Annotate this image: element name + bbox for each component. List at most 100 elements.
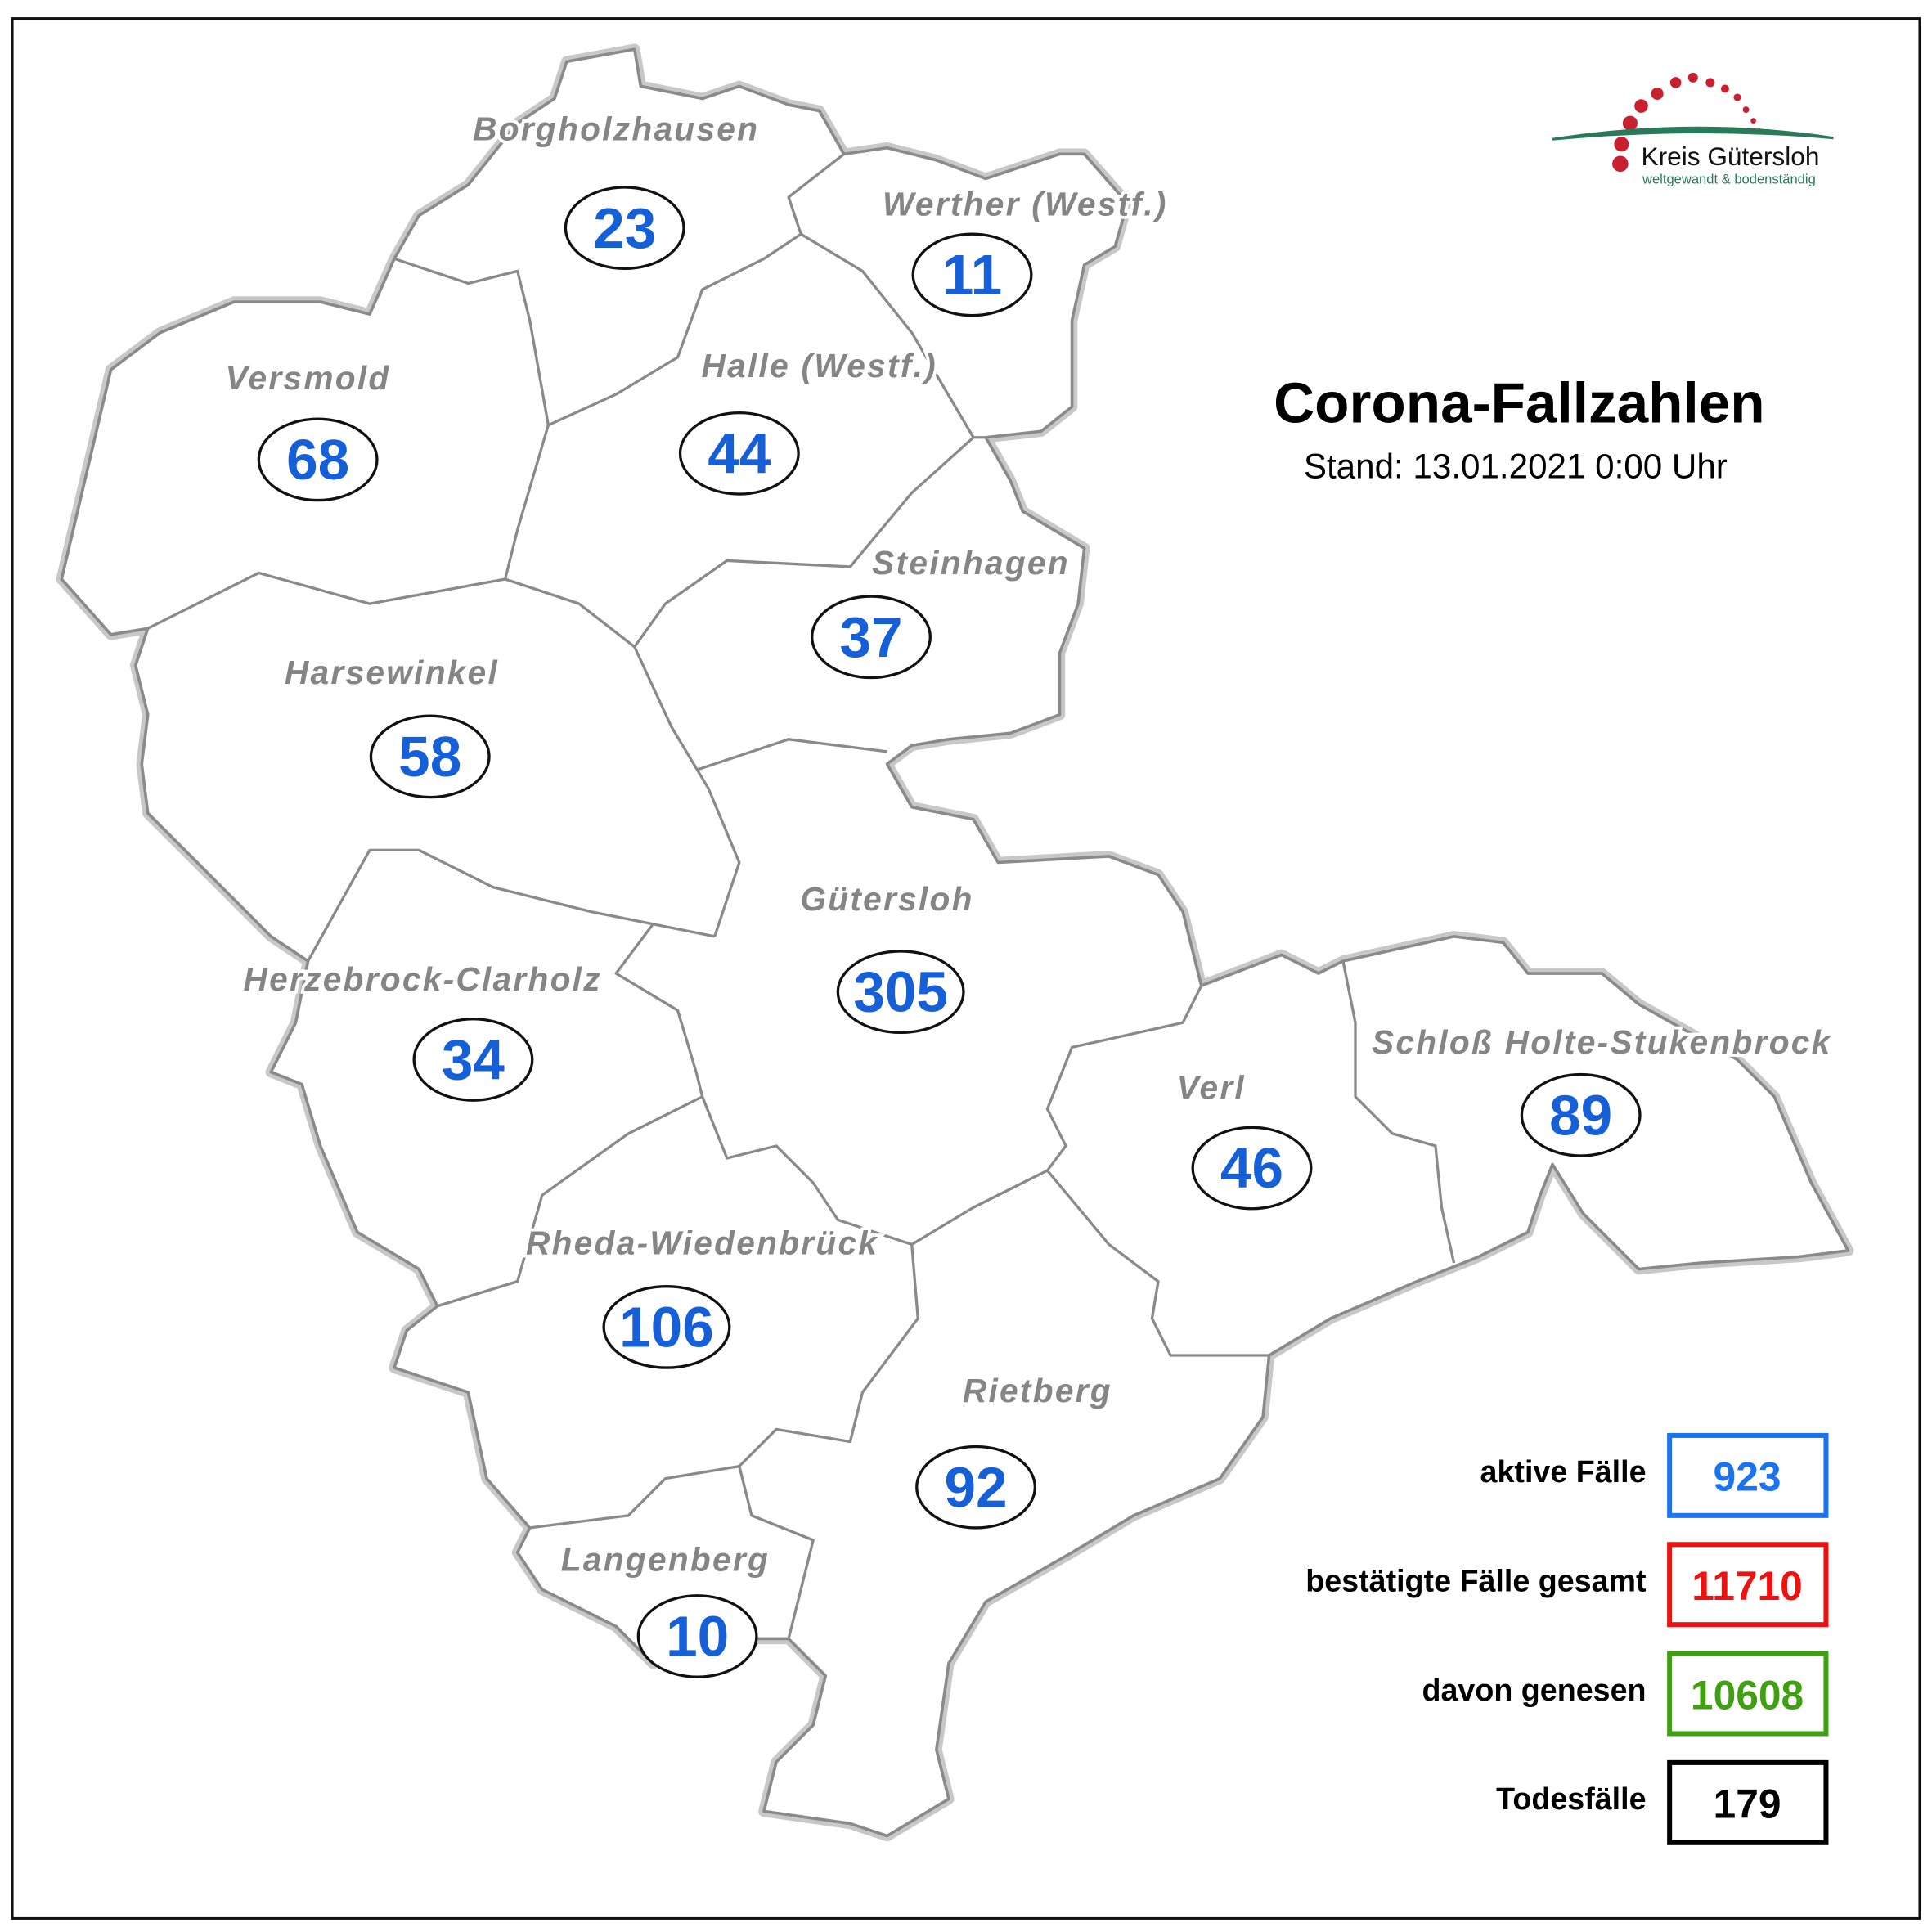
municipality-name: Langenberg [561,1541,770,1579]
municipal-boundary [633,646,741,937]
active-cases: 89 [1549,1083,1612,1147]
case-count-oval [564,186,685,271]
municipal-boundary [738,1244,919,1467]
municipality-steinhagen: Steinhagen 37 [811,541,1071,680]
page-title: Corona-Fallzahlen [1274,371,1765,435]
municipality-langenberg: Langenberg 10 [558,1538,771,1678]
active-cases: 10 [666,1605,729,1669]
legend-label: bestätigte Fälle gesamt [1305,1563,1647,1597]
legend: aktive Fälle 923 bestätigte Fälle gesamt 11… [1305,1432,1829,1845]
municipal-boundary [910,985,1203,1246]
municipality-versmold: Versmold 68 [222,356,392,502]
active-cases: 106 [619,1295,714,1359]
legend-item: bestätigte Fälle gesamt 11710 [1305,1542,1829,1628]
legend-value: 179 [1714,1781,1781,1827]
municipality-name: Werther (Westf.) [883,186,1168,223]
legend-value: 923 [1714,1454,1781,1500]
municipality-name: Harsewinkel [285,654,499,691]
legend-item: Todesfälle 179 [1496,1759,1829,1845]
legend-label: aktive Fälle [1480,1454,1647,1489]
municipality-name: Rheda-Wiedenbrück [526,1224,878,1261]
municipal-boundary [393,257,550,580]
logo-dot [1634,99,1648,113]
municipality-name: Steinhagen [872,544,1070,582]
district-map [56,43,1854,1842]
municipality-harsewinkel: Harsewinkel 58 [281,650,501,799]
logo: Kreis Gütersloh weltgewandt & bodenständ… [1552,72,1834,186]
case-count-oval [257,417,379,502]
municipal-boundary [529,1464,815,1639]
logo-dot [1720,84,1729,93]
municipality-werther-westf: Werther (Westf.) 11 [879,182,1169,317]
legend-item: aktive Fälle 923 [1480,1432,1829,1518]
legend-label: davon genesen [1422,1673,1646,1707]
logo-dot [1614,137,1629,152]
logo-dot [1733,93,1741,101]
case-count-oval [1191,1126,1313,1211]
case-count-oval [915,1445,1037,1530]
case-count-oval [678,411,800,496]
logo-dot [1669,77,1682,88]
timestamp: Stand: 13.01.2021 0:00 Uhr [1304,447,1728,485]
municipality-borgholzhausen: Borgholzhausen 23 [470,107,761,271]
active-cases: 92 [945,1455,1008,1519]
logo-name: Kreis Gütersloh [1641,142,1819,171]
municipal-boundary [547,152,845,427]
municipal-boundary [1046,1169,1269,1357]
logo-arc [1552,126,1834,141]
municipality-herzebrock-clarholz: Herzebrock-Clarholz 34 [240,957,603,1102]
logo-dot [1705,78,1715,88]
municipal-boundary [147,571,636,649]
case-count-oval [836,950,965,1035]
municipal-boundaries [147,152,1456,1639]
municipality-halle-westf: Halle (Westf.) 44 [678,344,938,496]
logo-dots [1612,72,1762,173]
legend-box [1667,1759,1829,1845]
active-cases: 46 [1220,1136,1283,1200]
municipality-name: Gütersloh [800,880,973,918]
case-count-oval [602,1285,731,1369]
legend-item: davon genesen 10608 [1422,1651,1829,1737]
legend-box [1667,1542,1829,1628]
municipal-boundary [800,232,986,439]
active-cases: 305 [853,960,948,1024]
logo-dot [1742,106,1750,113]
case-count-oval [369,714,491,799]
municipality-name: Borgholzhausen [473,110,759,148]
municipality-name: Halle (Westf.) [702,347,937,384]
municipal-boundary [633,436,975,648]
legend-value: 10608 [1691,1672,1804,1718]
active-cases: 44 [708,421,771,485]
active-cases: 58 [398,725,461,789]
case-count-oval [811,595,932,680]
municipality-schloß-holte-stukenbrock: Schloß Holte-Stukenbrock 89 [1368,1020,1833,1157]
municipal-boundary [1341,960,1456,1264]
municipality-gütersloh: Gütersloh 305 [798,877,975,1035]
municipality-verl: Verl 46 [1174,1066,1313,1211]
active-cases: 34 [442,1028,505,1092]
municipal-boundary [701,1096,913,1247]
municipality-name: Rietberg [963,1372,1112,1409]
municipality-name: Versmold [226,359,391,397]
legend-box [1667,1432,1829,1518]
active-cases: 11 [942,243,1002,307]
case-count-oval [412,1018,534,1102]
municipal-boundary [695,738,887,772]
logo-slogan: weltgewandt & bodenständig [1642,171,1816,186]
municipality-name: Herzebrock-Clarholz [244,960,602,998]
municipality-labels: Borgholzhausen 23 Werther (Westf.) 11 Versmo… [222,107,1833,1678]
active-cases: 37 [839,605,902,669]
municipality-name: Schloß Holte-Stukenbrock [1372,1023,1832,1061]
logo-dot [1687,72,1698,83]
municipality-rheda-wiedenbrück: Rheda-Wiedenbrück 106 [523,1221,880,1369]
logo-dot [1612,155,1629,173]
municipality-rietberg: Rietberg 92 [915,1368,1113,1530]
case-count-oval [1520,1072,1642,1157]
legend-box [1667,1651,1829,1737]
logo-dot [1750,118,1756,124]
municipality-name: Verl [1177,1069,1246,1107]
municipal-boundary [437,1095,703,1308]
active-cases: 68 [286,428,349,492]
municipal-boundary [614,923,704,1098]
